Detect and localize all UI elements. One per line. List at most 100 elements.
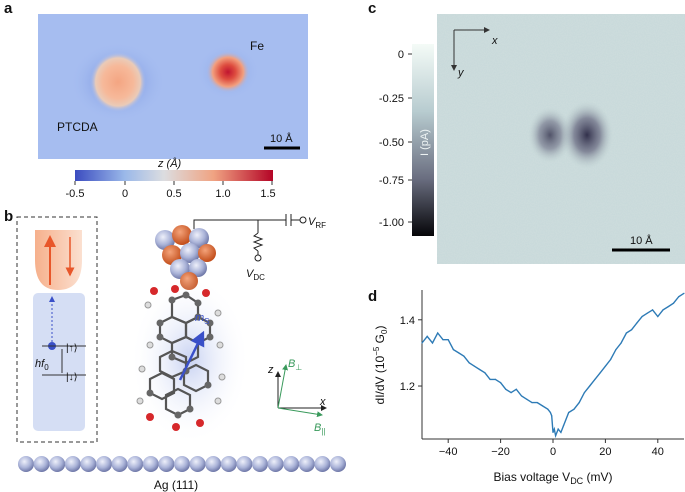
dIdV-series-line <box>421 292 685 439</box>
ag-atom <box>267 456 284 472</box>
dIdV-data-point <box>599 372 601 374</box>
dIdV-data-point <box>500 382 502 384</box>
dIdV-data-point <box>547 408 549 410</box>
x-tick-label: −20 <box>491 446 510 458</box>
panel-label-b: b <box>4 208 14 225</box>
x-axis-label: Bias voltage VDC (mV) <box>493 470 612 486</box>
dIdV-data-point <box>437 332 439 334</box>
dIdV-data-point <box>421 342 423 344</box>
dIdV-data-point <box>604 365 606 367</box>
z-tick-label: 0.5 <box>166 188 181 200</box>
ag-atom <box>205 456 222 472</box>
b-perp-arrow <box>277 364 289 409</box>
ag-atom <box>236 456 253 472</box>
ag-atom <box>298 456 315 472</box>
dIdV-data-point <box>426 335 428 337</box>
dIdV-data-point <box>636 322 638 324</box>
dark-lobe-right <box>561 101 613 169</box>
ptcda-molecule <box>90 52 146 112</box>
dIdV-data-point <box>562 425 565 427</box>
dIdV-data-point <box>667 305 669 308</box>
z-colorbar-ticks: -0.5 0 0.5 1.0 1.5 <box>66 181 276 200</box>
z-tick-label: 1.0 <box>215 188 230 200</box>
dIdV-data-point <box>468 362 470 364</box>
y-tick-label: 1.4 <box>400 315 415 327</box>
panel-label-a: a <box>4 0 13 17</box>
ag-atom <box>252 456 268 472</box>
b-par-label: B|| <box>314 422 326 436</box>
dIdV-series-points <box>421 292 685 437</box>
x-tick-label: 40 <box>652 446 664 458</box>
ms-label: mS <box>195 312 210 326</box>
scale-bar-a-label: 10 Å <box>270 132 293 145</box>
ms-arrow <box>178 330 205 381</box>
ag-atom <box>127 456 144 472</box>
dIdV-data-point <box>531 401 533 404</box>
dIdV-data-point <box>594 378 596 380</box>
dIdV-data-point <box>452 349 455 351</box>
panel-label-c: c <box>368 0 377 17</box>
dIdV-data-point <box>555 435 557 437</box>
panel-d-dIdV-chart: −40 −20 0 20 40 1.2 1.4 Bias voltage VDC (mV)… <box>372 290 685 486</box>
down-state-label: |↓⟩ <box>66 372 78 383</box>
inset-box <box>16 216 98 443</box>
panel-c-current-map: 0 -0.25 -0.50 -0.75 -1.00 I (pA) x y 10 … <box>379 14 685 264</box>
x-tick-label: 0 <box>550 446 556 458</box>
current-colorbar <box>412 44 434 236</box>
dIdV-data-point <box>494 378 496 380</box>
dIdV-data-point <box>678 296 680 298</box>
dIdV-data-point <box>672 302 675 304</box>
ag-atom <box>142 456 159 472</box>
z-tick-label: 0 <box>122 188 128 200</box>
fe-atom <box>206 51 250 93</box>
circuit <box>193 214 307 262</box>
dIdV-data-point <box>541 405 544 407</box>
b-par-arrow <box>277 407 323 418</box>
z-colorbar <box>75 170 273 181</box>
scale-bar-c-label: 10 Å <box>630 234 653 247</box>
dIdV-data-point <box>431 342 434 344</box>
dIdV-data-point <box>568 411 570 414</box>
z-colorbar-label: z (Å) <box>157 157 182 170</box>
dIdV-data-point <box>526 398 528 400</box>
ag-atom <box>49 456 66 472</box>
vdc-label: VDC <box>246 268 265 282</box>
ag-atom <box>158 456 175 472</box>
dIdV-data-point <box>651 309 654 311</box>
dIdV-data-point <box>646 312 648 314</box>
c-axis-x-label: x <box>491 35 498 47</box>
dIdV-data-point <box>683 292 685 294</box>
dIdV-data-point <box>578 401 580 404</box>
ag-atom <box>111 456 128 472</box>
dIdV-data-point <box>631 329 633 331</box>
panel-label-d: d <box>368 288 378 305</box>
y-axis-label: dI/dV (10−5 G0) <box>372 326 389 405</box>
dIdV-data-point <box>549 411 551 414</box>
dIdV-data-point <box>515 388 517 390</box>
dIdV-data-point <box>557 428 559 430</box>
dIdV-data-point <box>583 392 586 394</box>
dIdV-data-point <box>510 392 512 394</box>
y-ticks: 1.2 1.4 <box>400 315 422 393</box>
ag-atom <box>314 456 331 472</box>
z-tick-label: 1.5 <box>260 188 275 200</box>
x-tick-label: −40 <box>439 446 458 458</box>
dIdV-data-point <box>610 358 612 361</box>
dIdV-data-point <box>620 342 622 344</box>
tip-inset <box>35 230 82 290</box>
ag-atom <box>220 456 237 472</box>
ag-atom <box>80 456 97 472</box>
ag-atom <box>96 456 112 472</box>
substrate-label: Ag (111) <box>154 478 198 492</box>
ptcda-label: PTCDA <box>57 120 98 134</box>
dIdV-data-point <box>615 349 617 351</box>
dIdV-data-point <box>479 368 481 371</box>
up-state-label: |↑⟩ <box>66 343 78 354</box>
ag-atom <box>330 456 346 472</box>
dIdV-data-point <box>484 372 486 374</box>
dIdV-data-point <box>641 315 643 318</box>
dIdV-data-point <box>458 352 460 354</box>
current-tick-label: -1.00 <box>379 217 404 229</box>
ag-atom <box>283 456 300 472</box>
dIdV-data-point <box>473 365 475 367</box>
